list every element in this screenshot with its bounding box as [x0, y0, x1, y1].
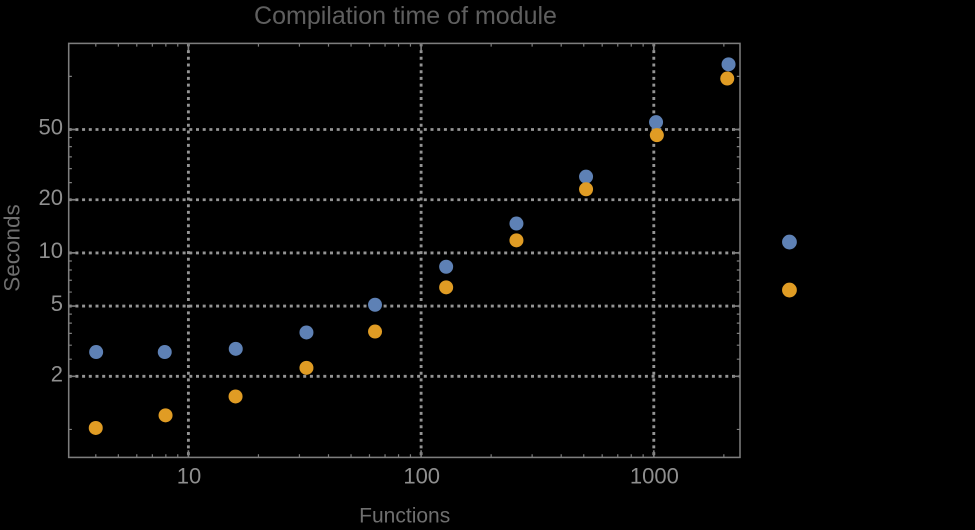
svg-text:50: 50	[39, 115, 63, 140]
svg-text:20: 20	[39, 185, 63, 210]
svg-text:Seconds: Seconds	[0, 204, 25, 292]
svg-text:5: 5	[51, 291, 63, 316]
svg-text:1000: 1000	[630, 464, 679, 489]
svg-text:2: 2	[51, 361, 63, 386]
svg-text:Functions: Functions	[359, 505, 450, 525]
svg-text:100: 100	[403, 464, 440, 489]
svg-text:10: 10	[39, 238, 63, 263]
svg-text:Compilation time of module: Compilation time of module	[254, 2, 557, 30]
svg-text:10: 10	[177, 464, 201, 489]
